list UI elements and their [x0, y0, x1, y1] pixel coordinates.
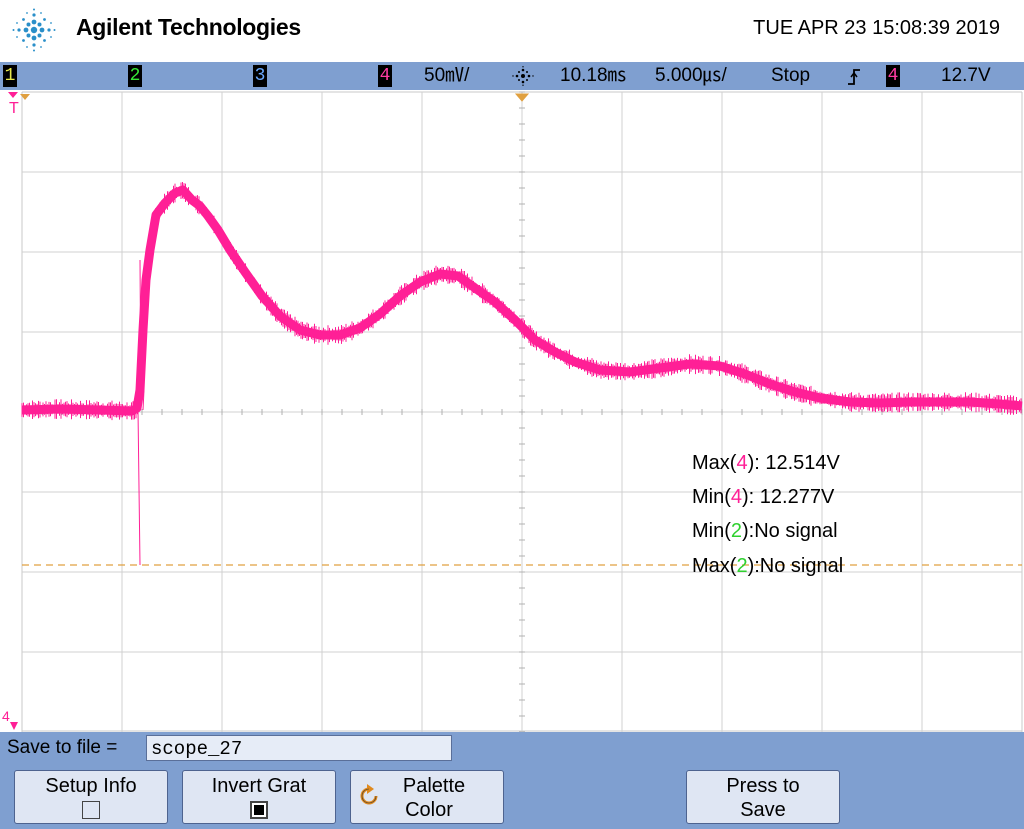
- channel-3-indicator[interactable]: 3: [253, 65, 267, 87]
- run-state: Stop: [771, 65, 811, 86]
- palette-label-line1: Palette: [402, 775, 466, 797]
- press-to-save-button[interactable]: Press to Save: [686, 770, 840, 824]
- trigger-arrow-marker: [8, 92, 18, 98]
- trigger-slope-icon: [848, 69, 860, 85]
- invert-grat-button[interactable]: Invert Grat: [182, 770, 336, 824]
- setup-info-label: Setup Info: [45, 775, 137, 797]
- measurement-min-ch4: Min(4): 12.277V: [692, 486, 835, 508]
- time-delay: 10.18㎳: [560, 65, 627, 86]
- channel-1-indicator[interactable]: 1: [3, 65, 17, 87]
- graticule: [8, 91, 1023, 732]
- brand-name: Agilent Technologies: [76, 14, 301, 40]
- ch4-ground-arrow: [10, 722, 18, 730]
- status-bar: 1 2 3 4 50㎷/ 10.18㎳ 5.000㎲/ Stop 4 12.7V: [0, 62, 1024, 90]
- rotate-arrow-icon: [360, 784, 378, 805]
- palette-label-line2: Color: [405, 799, 453, 821]
- trigger-marker-label: T: [9, 100, 19, 117]
- press-to-save-line1: Press to: [726, 775, 800, 797]
- header: Agilent Technologies TUE APR 23 15:08:39…: [0, 0, 1024, 62]
- softkey-panel: Save to file = scope_27 Setup Info Inver…: [0, 732, 1024, 829]
- trigger-source-indicator: 4: [886, 65, 900, 87]
- measurement-max-ch2: Max(2):No signal: [692, 555, 844, 577]
- measurement-max-ch4: Max(4): 12.514V: [692, 452, 840, 474]
- ch4-ground-marker: 4: [2, 708, 10, 724]
- acquisition-spark-icon: [512, 66, 534, 86]
- channel-4-scale: 50㎷/: [424, 65, 470, 86]
- time-reference-marker: [514, 93, 530, 102]
- channel-2-indicator[interactable]: 2: [128, 65, 142, 87]
- palette-color-button[interactable]: Palette Color: [350, 770, 504, 824]
- timestamp: TUE APR 23 15:08:39 2019: [753, 17, 1000, 39]
- channel-4-trace-main: [21, 185, 1023, 416]
- time-scale: 5.000㎲/: [655, 65, 727, 86]
- scope-display: T 4 Max(4): 12.514V Min(4): 12.277V Min(…: [0, 90, 1024, 732]
- filename-field[interactable]: scope_27: [146, 735, 452, 761]
- agilent-spark-logo-icon: [12, 8, 56, 52]
- measurement-min-ch2: Min(2):No signal: [692, 520, 838, 542]
- save-to-file-label: Save to file =: [7, 737, 118, 758]
- trigger-position-marker: [20, 94, 30, 100]
- invert-grat-checkbox[interactable]: [250, 800, 268, 819]
- channel-4-indicator[interactable]: 4: [378, 65, 392, 87]
- press-to-save-line2: Save: [740, 799, 786, 821]
- setup-info-button[interactable]: Setup Info: [14, 770, 168, 824]
- invert-grat-label: Invert Grat: [211, 775, 307, 797]
- setup-info-checkbox[interactable]: [82, 800, 100, 819]
- trigger-level: 12.7V: [941, 65, 991, 86]
